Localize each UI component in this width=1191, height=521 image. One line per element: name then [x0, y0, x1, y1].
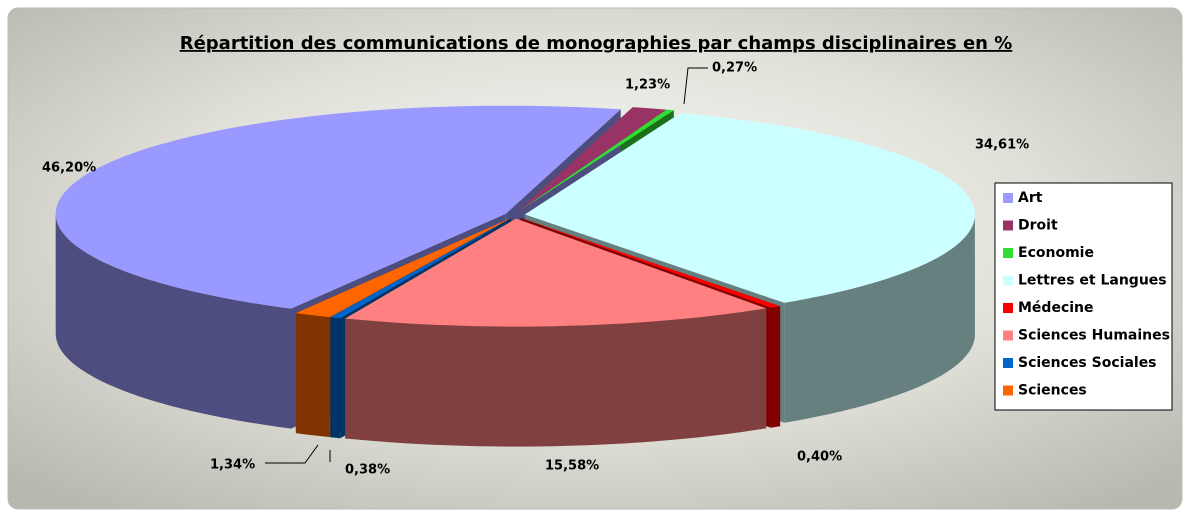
legend-label: Médecine — [1018, 300, 1094, 316]
data-label: 0,40% — [797, 450, 842, 465]
legend-label: Economie — [1018, 245, 1094, 261]
slice-side — [770, 306, 781, 428]
legend-label: Sciences Sociales — [1018, 355, 1157, 371]
pie — [55, 105, 975, 447]
slice — [55, 105, 621, 309]
slice-side — [55, 213, 292, 429]
slice — [520, 218, 781, 308]
legend-swatch — [1003, 358, 1013, 368]
slice-side — [330, 317, 341, 439]
legend-items: Art Droit Economie Lettres et Langues Médeci… — [1003, 190, 1170, 399]
legend-label: Sciences Humaines — [1018, 328, 1170, 344]
legend-label: Sciences — [1018, 383, 1087, 399]
slice-side — [345, 308, 767, 447]
legend-swatch — [1003, 330, 1013, 341]
slice — [518, 109, 674, 212]
leader-line — [265, 444, 319, 464]
data-label: 15,58% — [545, 459, 599, 474]
slice — [345, 218, 767, 327]
legend — [994, 182, 1173, 411]
legend-swatch — [1003, 220, 1013, 231]
chart-title: Répartition des communications de monogr… — [180, 33, 1013, 54]
data-label: 1,34% — [210, 458, 255, 473]
legend-label: Lettres et Langues — [1018, 273, 1167, 289]
slice-side — [295, 313, 330, 438]
data-label: 0,38% — [345, 463, 390, 478]
slice-side — [784, 214, 975, 423]
legend-swatch — [1003, 303, 1013, 313]
data-label: 0,27% — [712, 61, 757, 76]
leader-line — [683, 67, 708, 105]
data-label: 1,23% — [625, 78, 670, 93]
legend-swatch — [1003, 275, 1013, 286]
legend-label: Art — [1018, 190, 1043, 206]
slice — [330, 218, 512, 319]
legend-swatch — [1003, 385, 1013, 396]
slice — [524, 113, 975, 303]
data-label: 34,61% — [975, 138, 1029, 153]
slice — [295, 218, 511, 318]
legend-label: Droit — [1018, 218, 1058, 234]
legend-swatch — [1003, 193, 1013, 203]
slice — [517, 107, 667, 212]
legend-swatch — [1003, 248, 1013, 258]
data-label: 46,20% — [42, 161, 96, 176]
